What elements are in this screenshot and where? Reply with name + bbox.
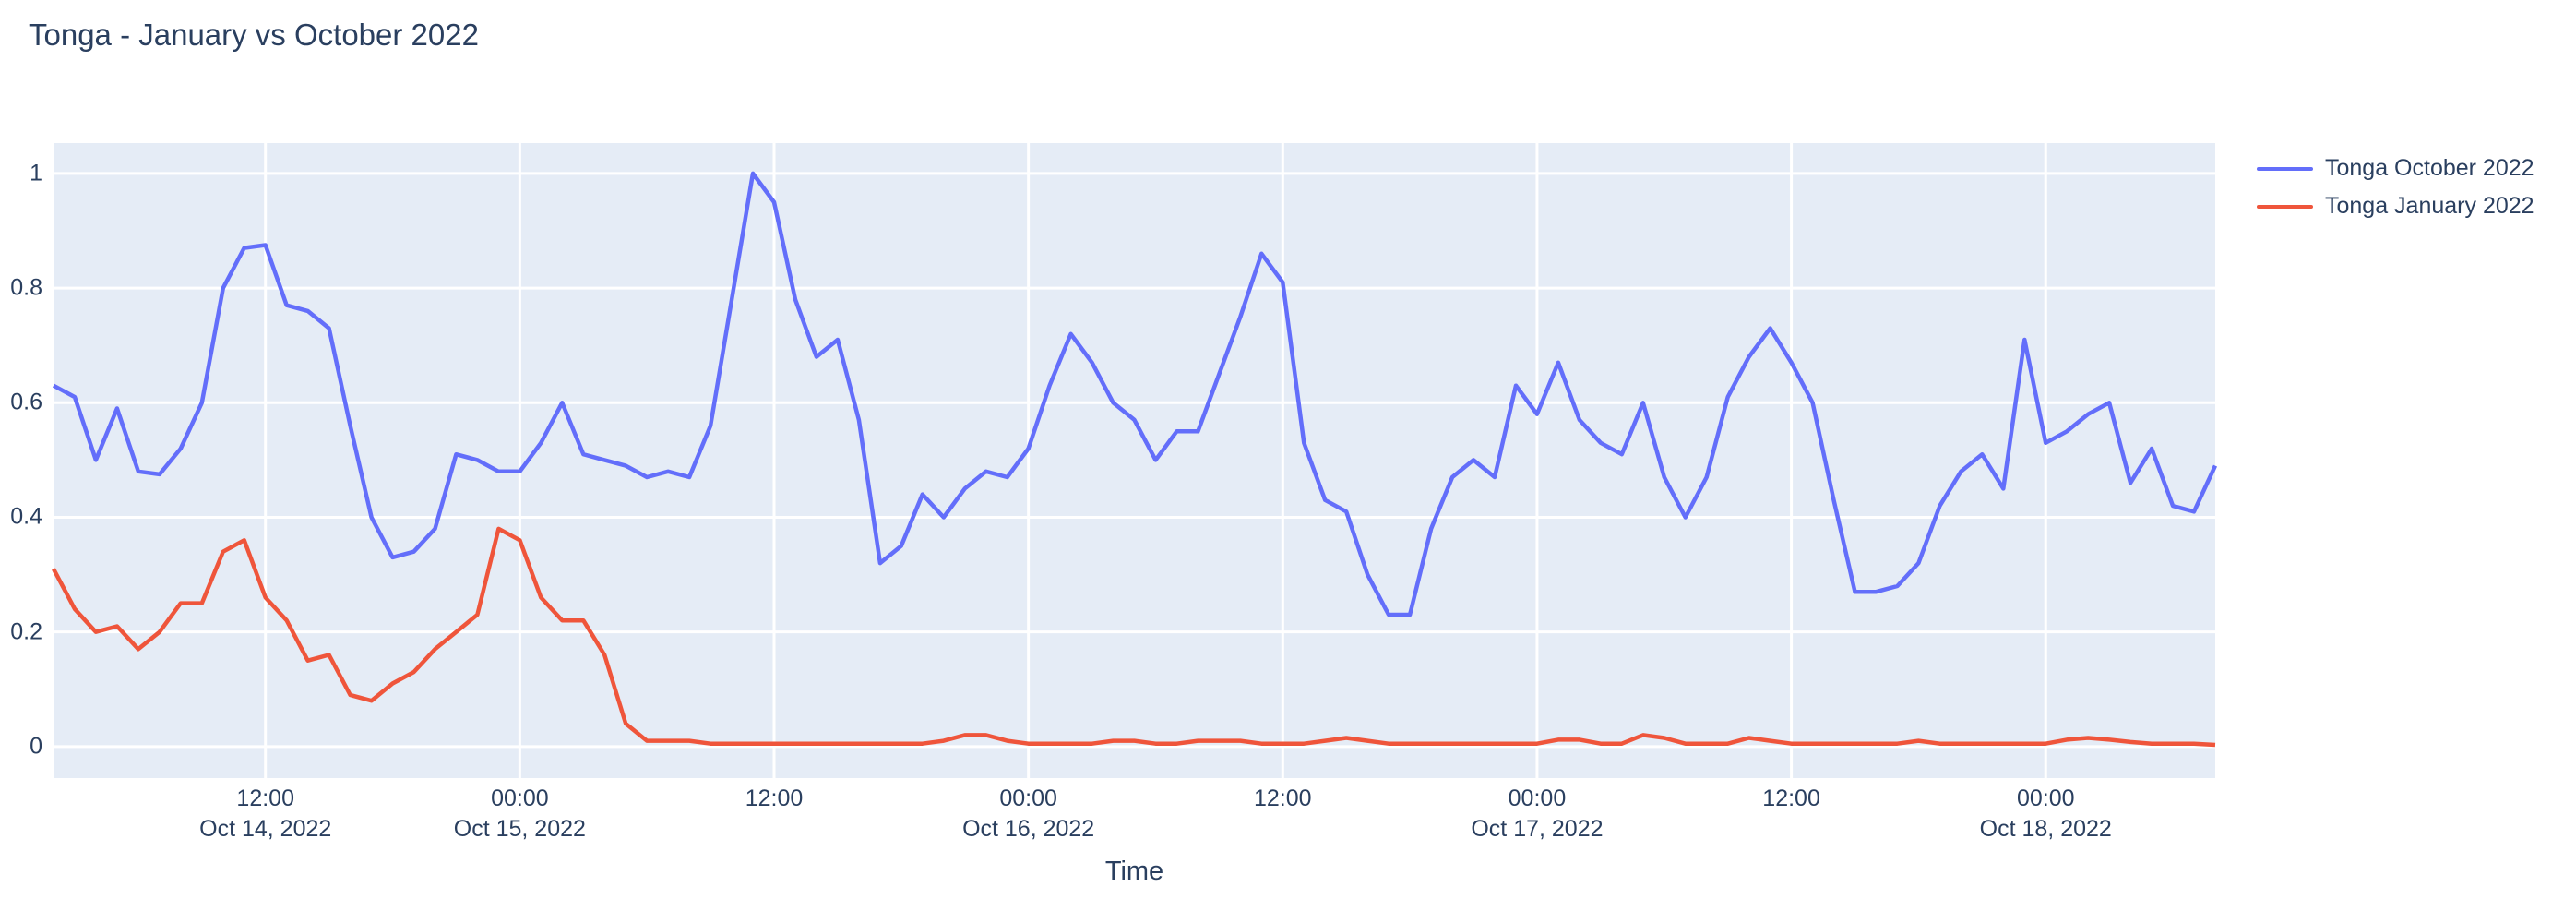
legend-item-tonga-january-2022[interactable]: Tonga January 2022 xyxy=(2257,187,2534,225)
x-tick: 00:00 Oct 16, 2022 xyxy=(962,784,1094,844)
y-tick-label: 0.8 xyxy=(10,274,42,301)
legend-line-swatch-january xyxy=(2257,204,2313,209)
x-tick-date-label: Oct 16, 2022 xyxy=(962,816,1095,842)
plot-area[interactable] xyxy=(54,143,2215,778)
x-tick: 12:00 xyxy=(1762,784,1820,813)
chart-title: Tonga - January vs October 2022 xyxy=(29,18,479,52)
x-tick: 12:00 xyxy=(1254,784,1312,813)
x-tick: 12:00 xyxy=(745,784,804,813)
x-tick-date-label: Oct 17, 2022 xyxy=(1471,816,1604,842)
x-tick-time-label: 12:00 xyxy=(1254,785,1312,811)
x-tick: 00:00 Oct 18, 2022 xyxy=(1980,784,2112,844)
series-line-tonga-october-2022 xyxy=(52,171,2218,617)
x-tick: 12:00 Oct 14, 2022 xyxy=(199,784,331,844)
y-tick-label: 0.2 xyxy=(10,618,42,645)
x-tick-time-label: 00:00 xyxy=(2016,785,2075,811)
legend-label: Tonga January 2022 xyxy=(2325,193,2534,219)
x-tick-time-label: 12:00 xyxy=(1762,785,1820,811)
x-tick-date-label: Oct 18, 2022 xyxy=(1979,816,2112,842)
x-tick-time-label: 00:00 xyxy=(1508,785,1567,811)
x-tick-time-label: 00:00 xyxy=(999,785,1057,811)
y-tick-label: 1 xyxy=(30,160,42,186)
x-axis-title: Time xyxy=(1104,857,1164,886)
y-tick-label: 0.4 xyxy=(10,503,42,530)
x-tick-time-label: 12:00 xyxy=(236,785,294,811)
legend: Tonga October 2022 Tonga January 2022 xyxy=(2257,150,2534,225)
legend-line-swatch-october xyxy=(2257,166,2313,171)
x-tick: 00:00 Oct 15, 2022 xyxy=(454,784,586,844)
y-tick-label: 0 xyxy=(30,733,42,760)
x-tick-date-label: Oct 14, 2022 xyxy=(199,816,332,842)
x-tick: 00:00 Oct 17, 2022 xyxy=(1471,784,1603,844)
y-tick-label: 0.6 xyxy=(10,389,42,415)
legend-item-tonga-october-2022[interactable]: Tonga October 2022 xyxy=(2257,150,2534,187)
x-tick-time-label: 12:00 xyxy=(745,785,804,811)
series-line-tonga-january-2022 xyxy=(52,526,2216,748)
legend-label: Tonga October 2022 xyxy=(2325,155,2534,181)
x-tick-time-label: 00:00 xyxy=(491,785,549,811)
x-tick-date-label: Oct 15, 2022 xyxy=(453,816,586,842)
